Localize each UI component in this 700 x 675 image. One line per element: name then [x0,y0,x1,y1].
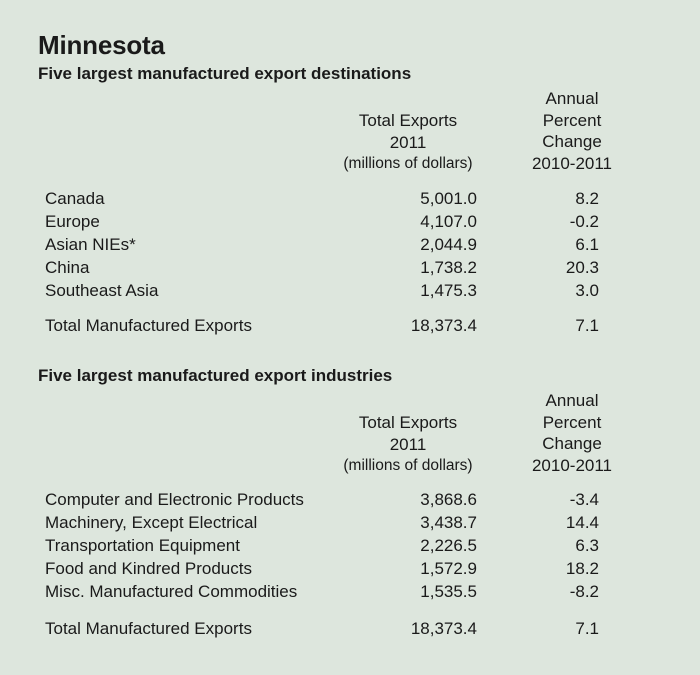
row-label: Europe [45,212,100,231]
row-change: 18.2 [565,559,599,578]
col-header-total-exports: Total Exports 2011 (millions of dollars) [318,110,498,175]
row-total: 4,107.0 [420,212,477,231]
row-label: Asian NIEs* [45,235,136,254]
row-label: Computer and Electronic Products [45,490,304,509]
row-change: 6.1 [575,235,599,254]
col-header-line: Total Exports [358,413,458,432]
row-change: 7.1 [575,619,599,638]
row-total: 5,001.0 [420,189,477,208]
row-label: Southeast Asia [45,281,159,300]
col-header-total-exports: Total Exports 2011 (millions of dollars) [318,412,498,477]
row-label: Misc. Manufactured Commodities [45,582,298,601]
col-header-line: (millions of dollars) [343,457,473,474]
row-total: 1,738.2 [420,258,477,277]
col-header-line: Change [542,434,602,453]
row-total: 18,373.4 [410,619,477,638]
row-total: 3,438.7 [420,513,477,532]
col-header-line: Annual [545,391,599,410]
col-header-line: Change [542,132,602,151]
page-title: Minnesota [38,30,165,60]
col-header-line: 2010-2011 [531,455,613,475]
col-header-annual-change: Annual Percent Change 2010-2011 [518,88,626,174]
row-change: 14.4 [565,513,599,532]
row-total: 2,044.9 [420,235,477,254]
col-header-line: 2011 [389,434,427,454]
row-label: China [45,258,90,277]
col-header-line: Total Exports [358,111,458,130]
row-label: Machinery, Except Electrical [45,513,258,532]
row-total: 2,226.5 [420,536,477,555]
col-header-line: 2010-2011 [531,153,613,173]
col-header-annual-change: Annual Percent Change 2010-2011 [518,390,626,476]
table-heading-industries: Five largest manufactured export industr… [38,366,393,385]
row-label: Transportation Equipment [45,536,240,555]
row-change: 6.3 [575,536,599,555]
row-total: 18,373.4 [410,316,477,335]
row-change: 8.2 [575,189,599,208]
row-total: 1,572.9 [420,559,477,578]
table-heading-destinations: Five largest manufactured export destina… [38,64,412,83]
col-header-line: Annual [545,89,599,108]
row-change: -3.4 [569,490,599,509]
row-label: Total Manufactured Exports [45,619,252,638]
row-change: -0.2 [569,212,599,231]
row-label: Food and Kindred Products [45,559,252,578]
col-header-line: (millions of dollars) [343,155,473,172]
col-header-line: 2011 [389,132,427,152]
row-change: 20.3 [565,258,599,277]
row-change: 3.0 [575,281,599,300]
row-change: -8.2 [569,582,599,601]
row-label: Canada [45,189,105,208]
col-header-line: Percent [542,412,602,432]
row-label: Total Manufactured Exports [45,316,252,335]
col-header-line: Percent [542,110,602,130]
row-total: 3,868.6 [420,490,477,509]
row-total: 1,535.5 [420,582,477,601]
row-total: 1,475.3 [420,281,477,300]
row-change: 7.1 [575,316,599,335]
